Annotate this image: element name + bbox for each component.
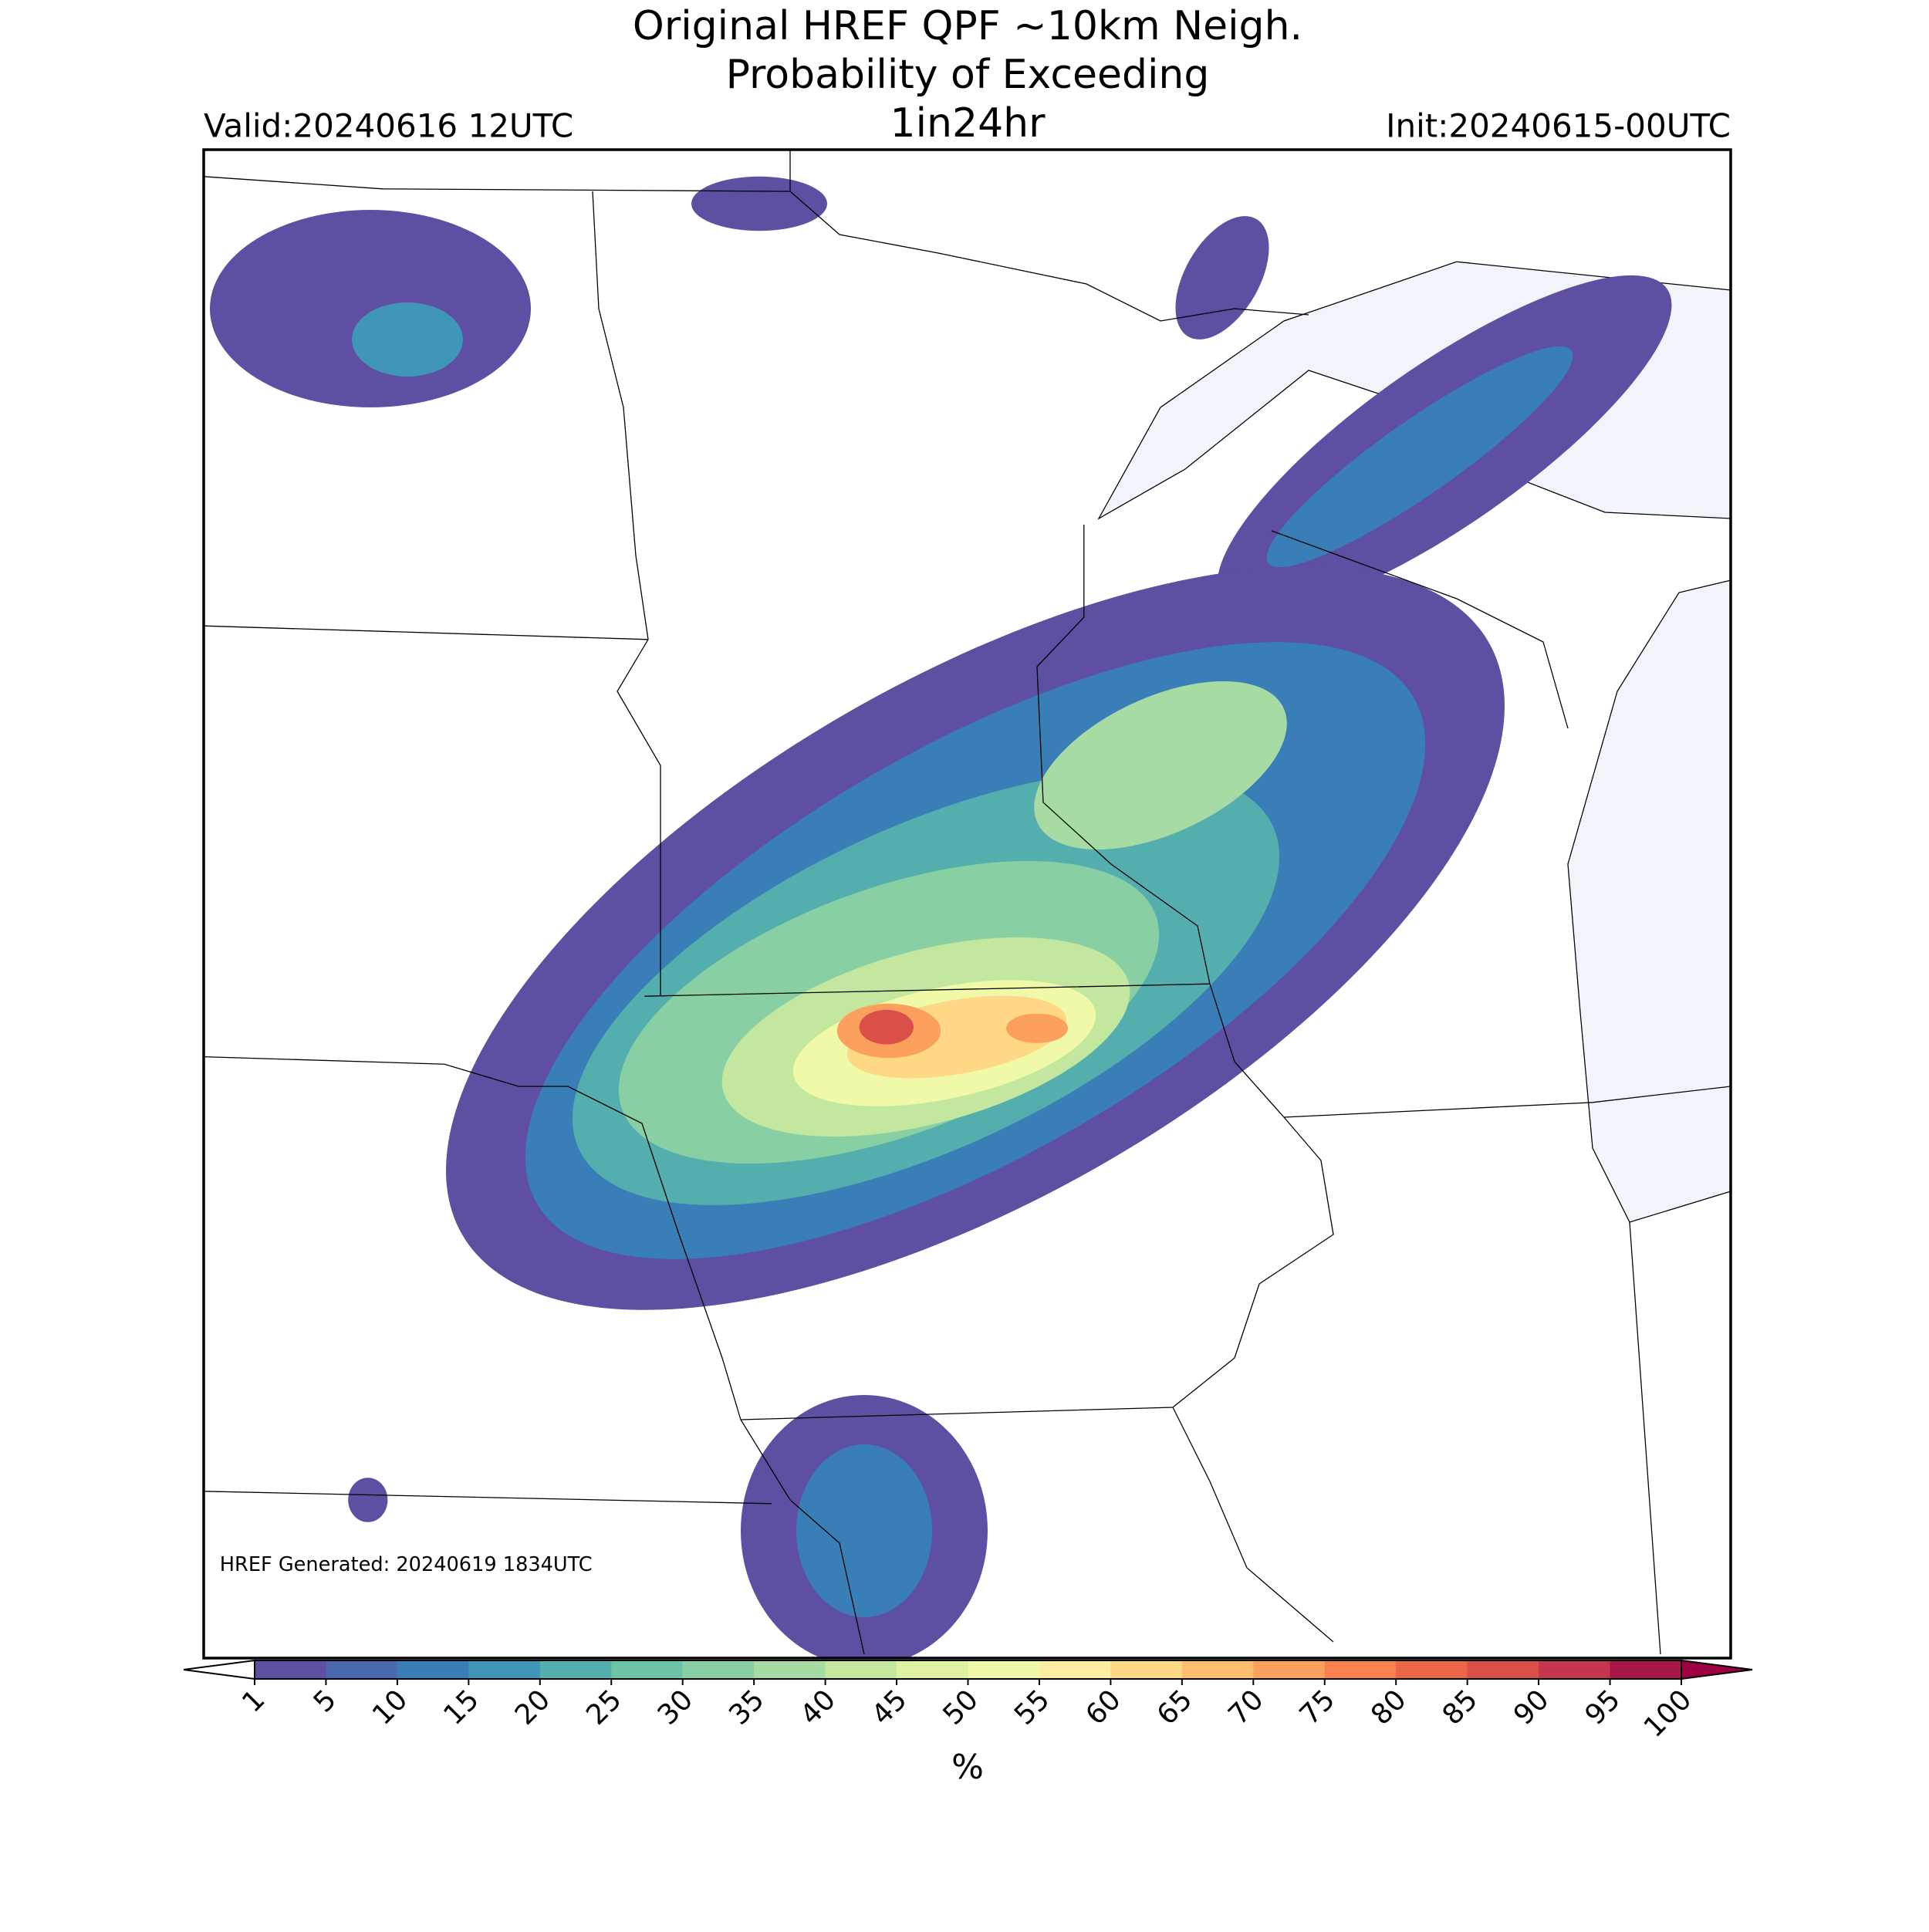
precip-area (796, 1444, 932, 1617)
colorbar-segment (1110, 1660, 1183, 1679)
colorbar-segment (968, 1660, 1040, 1679)
precip-area (1266, 346, 1573, 568)
precip-area (1006, 1013, 1068, 1043)
colorbar-segment (255, 1660, 326, 1679)
border (1172, 1407, 1334, 1643)
colorbar-label: % (951, 1748, 984, 1787)
lake-michigan (1567, 579, 1731, 1223)
map: HREF Generated: 20240619 1834UTC (204, 149, 1731, 1658)
colorbar-segment (326, 1660, 398, 1679)
border (1036, 525, 1211, 985)
colorbar-segment (1253, 1660, 1326, 1679)
generated-note: HREF Generated: 20240619 1834UTC (220, 1553, 593, 1576)
border (1629, 1221, 1661, 1655)
colorbar-segment (1324, 1660, 1397, 1679)
border (204, 1491, 772, 1505)
precip-area (691, 176, 827, 231)
init-time: Init:20240615-00UTC (1386, 107, 1731, 145)
precip-area (352, 302, 463, 377)
precip-hole (907, 1247, 1019, 1296)
border (204, 625, 649, 640)
border (1283, 1086, 1731, 1118)
colorbar-segment (897, 1660, 968, 1679)
colorbar-segment (539, 1660, 612, 1679)
colorbar-segment (1039, 1660, 1111, 1679)
precip-area (348, 1478, 388, 1522)
precip-area (859, 1009, 914, 1045)
colorbar-segment (1396, 1660, 1468, 1679)
colorbar-segment (754, 1660, 826, 1679)
colorbar-segment (611, 1660, 684, 1679)
colorbar-segment (1539, 1660, 1611, 1679)
map-frame (202, 148, 1732, 1660)
colorbar-segment (682, 1660, 755, 1679)
title-line: Probability of Exceeding (726, 52, 1210, 98)
border (644, 983, 1334, 1420)
colorbar-segment (397, 1660, 469, 1679)
border (592, 191, 661, 997)
title-line: 1in24hr (890, 100, 1046, 147)
border (1271, 530, 1569, 729)
precip-area (210, 210, 531, 407)
border (789, 191, 1309, 322)
colorbar-segment (1467, 1660, 1539, 1679)
title-line: Original HREF QPF ~10km Neigh. (633, 3, 1302, 49)
border (204, 1056, 865, 1655)
precip-area (1034, 681, 1287, 850)
colorbar-segment (1181, 1660, 1254, 1679)
precip-area (1175, 216, 1269, 339)
colorbar-segment (468, 1660, 541, 1679)
colorbar-segment (1610, 1660, 1682, 1679)
colorbar-segment (825, 1660, 897, 1679)
border (204, 149, 791, 192)
valid-time: Valid:20240616 12UTC (204, 107, 573, 145)
